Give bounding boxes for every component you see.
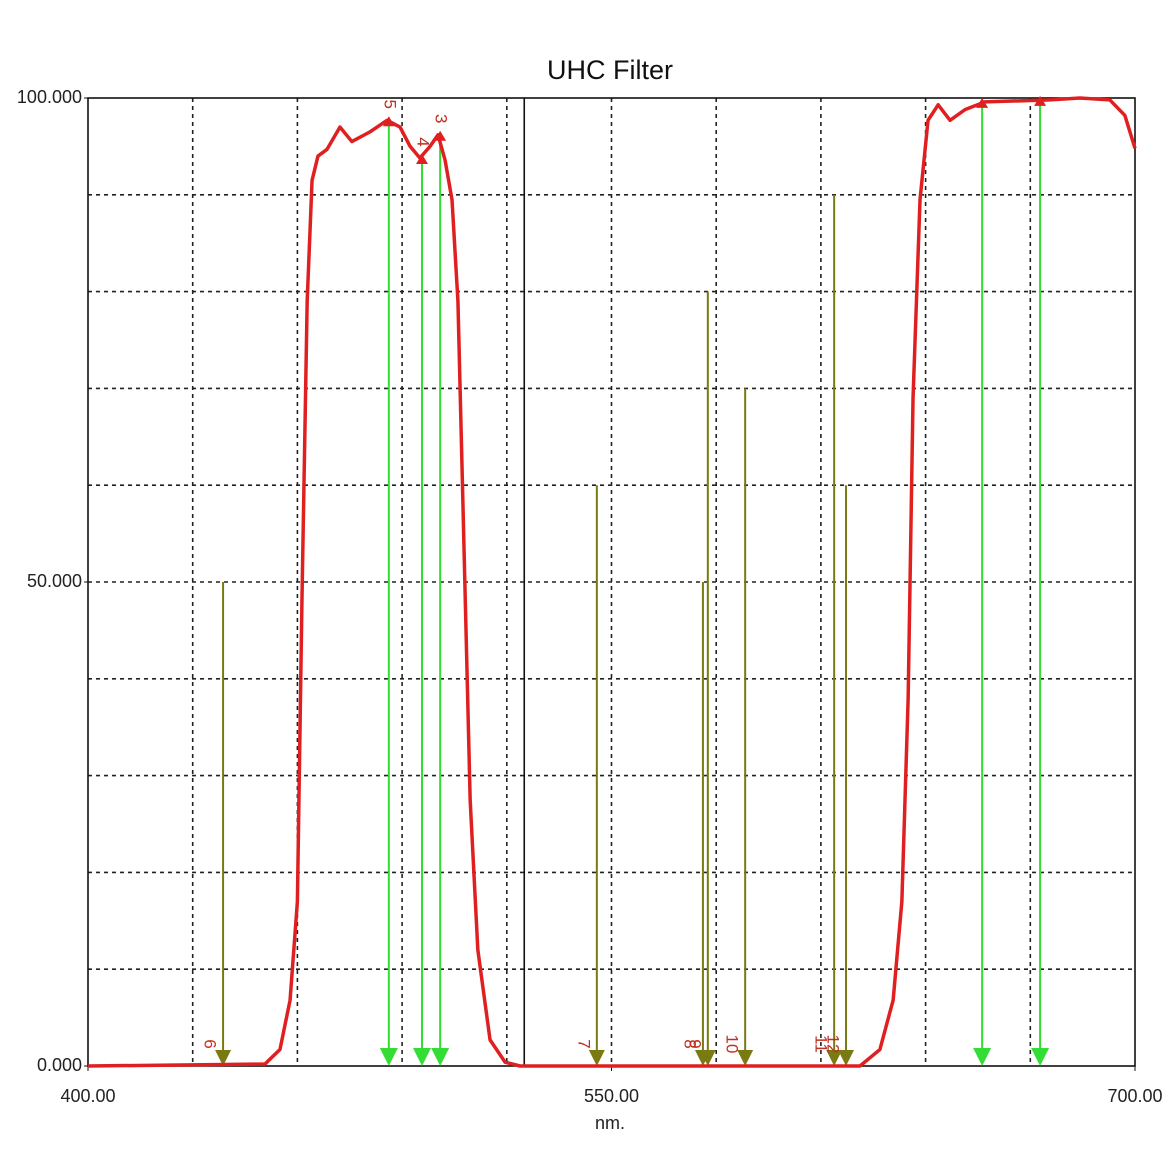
- marker-label: 9: [685, 1039, 704, 1048]
- marker-arrow: [215, 1050, 232, 1066]
- marker-arrow: [588, 1050, 605, 1066]
- y-tick-label: 0.000: [37, 1055, 82, 1075]
- marker-label: 4: [414, 137, 433, 146]
- marker-label: 7: [574, 1039, 593, 1048]
- marker-arrow: [838, 1050, 855, 1066]
- marker-arrow: [431, 1048, 450, 1066]
- y-tick-label: 50.000: [27, 571, 82, 591]
- curve-marker: [415, 154, 428, 165]
- marker-label: 6: [201, 1039, 220, 1048]
- x-tick-label: 550.00: [584, 1086, 639, 1106]
- marker-label: 10: [723, 1035, 742, 1054]
- marker-arrow: [412, 1048, 431, 1066]
- marker-arrow: [699, 1050, 716, 1066]
- marker-label: 8: [680, 1039, 699, 1048]
- marker-label: 5: [380, 100, 399, 109]
- marker-label: 3: [432, 114, 451, 123]
- x-tick-label: 400.00: [60, 1086, 115, 1106]
- y-tick-label: 100.000: [17, 87, 82, 107]
- marker-arrow: [737, 1050, 754, 1066]
- marker-arrow: [1031, 1048, 1050, 1066]
- marker-arrow: [826, 1050, 843, 1066]
- marker-label: 12: [824, 1035, 843, 1054]
- data-line: [87, 96, 1137, 1068]
- x-tick-label: 700.00: [1107, 1086, 1162, 1106]
- marker-label: 11: [812, 1035, 831, 1053]
- marker-arrow: [379, 1048, 398, 1066]
- marker-arrow: [973, 1048, 992, 1066]
- x-axis-label: nm.: [595, 1113, 625, 1133]
- chart-title: UHC Filter: [547, 55, 673, 85]
